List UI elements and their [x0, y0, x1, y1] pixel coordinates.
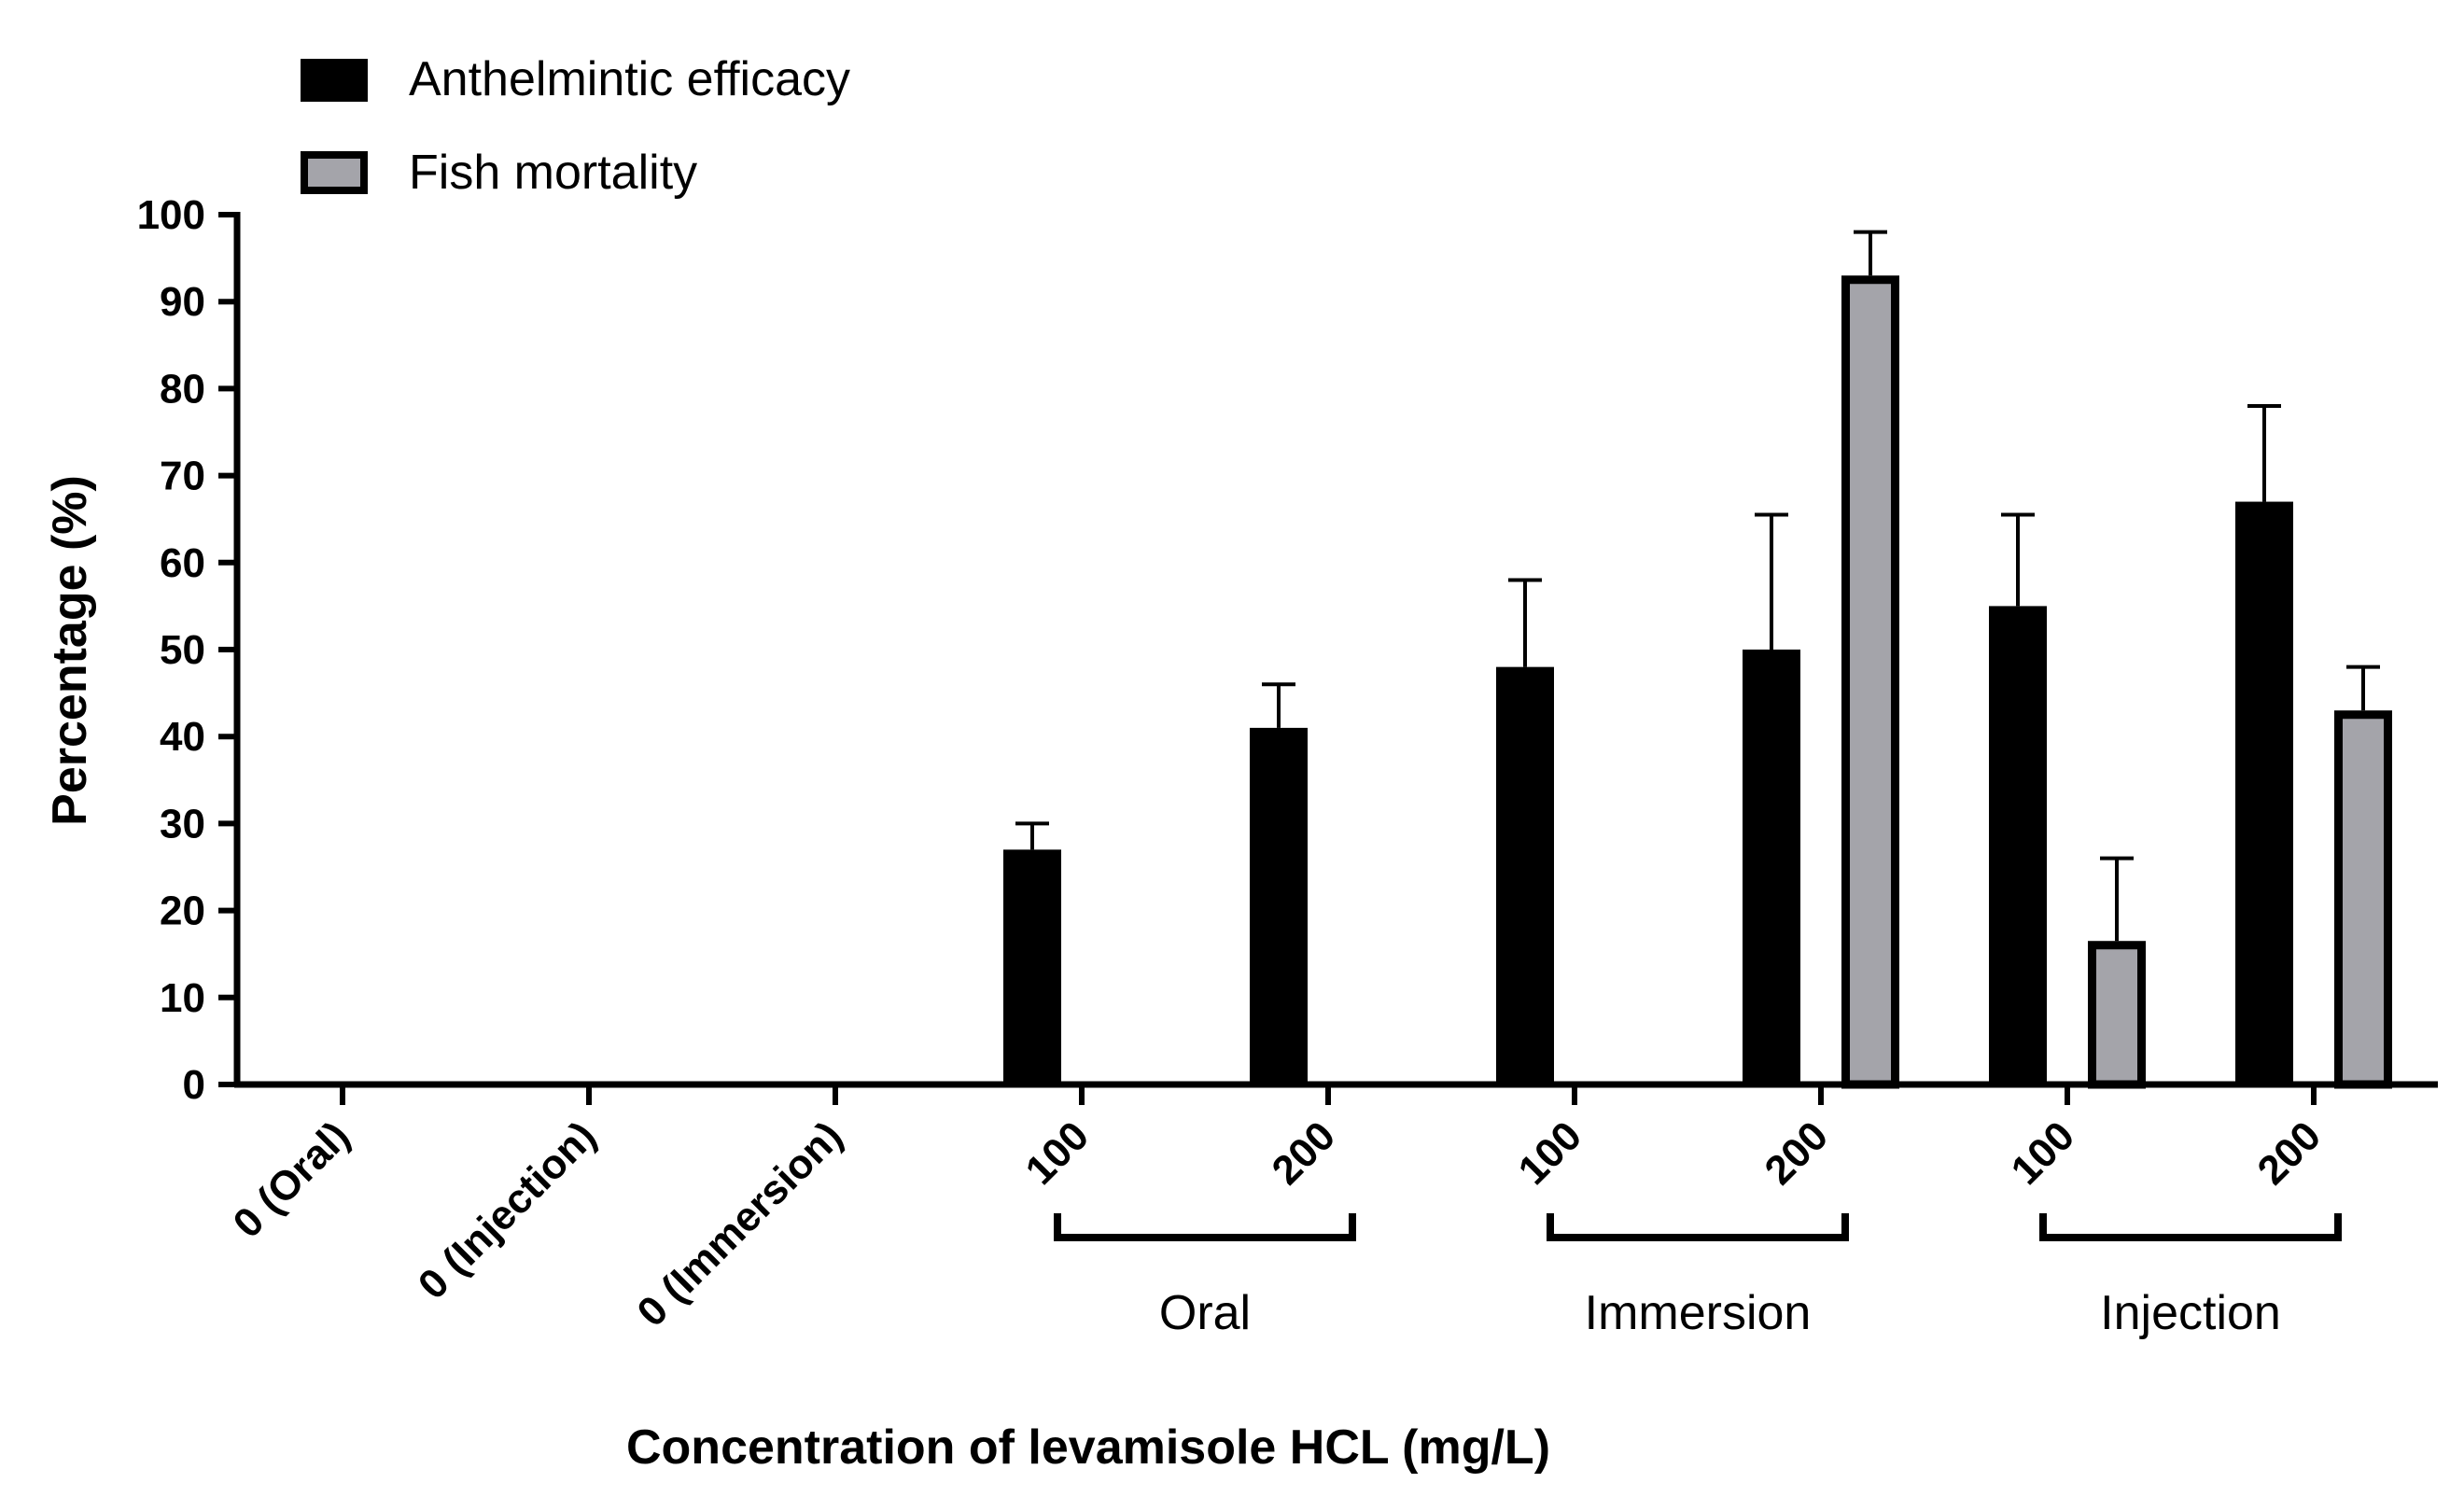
bar-anthelmintic-efficacy	[1989, 606, 2047, 1084]
y-tick-label: 50	[160, 627, 205, 673]
legend-label-fish-mortality: Fish mortality	[409, 146, 697, 200]
x-tick-label: 100	[1017, 1112, 1099, 1194]
y-tick-label: 80	[160, 366, 205, 412]
bar-anthelmintic-efficacy	[1250, 727, 1308, 1084]
group-label: Injection	[2100, 1286, 2281, 1340]
y-tick-label: 0	[183, 1062, 205, 1108]
y-tick-label: 10	[160, 975, 205, 1021]
group-label: Oral	[1159, 1286, 1251, 1340]
group-bracket	[1054, 1213, 1356, 1241]
y-tick-label: 100	[137, 192, 205, 238]
legend-label-anthelmintic-efficacy: Anthelmintic efficacy	[409, 52, 850, 106]
y-tick-label: 90	[160, 279, 205, 325]
x-tick-label: 0 (Injection)	[410, 1112, 605, 1308]
y-tick-label: 60	[160, 540, 205, 586]
x-tick-label: 100	[2003, 1112, 2084, 1194]
y-tick-label: 70	[160, 454, 205, 499]
bar-anthelmintic-efficacy	[1743, 650, 1800, 1084]
bar-anthelmintic-efficacy	[1496, 666, 1554, 1084]
x-tick-label: 200	[1757, 1112, 1838, 1194]
group-label: Immersion	[1585, 1286, 1812, 1340]
x-tick-label: 200	[1264, 1112, 1345, 1194]
group-brackets: Oral Immersion Injection	[1054, 1213, 2342, 1340]
bar-fish-mortality	[2334, 710, 2392, 1089]
y-axis-ticks: 0 10 20 30 40 50 60 70 80 90 100	[137, 192, 237, 1108]
y-tick-label: 20	[160, 888, 205, 934]
legend-swatch-fish-mortality	[301, 151, 368, 194]
x-tick-label: 0 (Immersion)	[628, 1112, 851, 1336]
x-axis-title: Concentration of levamisole HCL (mg/L)	[626, 1420, 1550, 1475]
y-tick-label: 40	[160, 714, 205, 760]
bars	[1003, 275, 2392, 1089]
axes	[233, 212, 2438, 1088]
x-tick-label: 0 (Oral)	[224, 1112, 358, 1247]
bar-anthelmintic-efficacy	[1003, 849, 1061, 1084]
x-tick-label: 200	[2249, 1112, 2331, 1194]
legend-swatch-anthelmintic-efficacy	[301, 59, 368, 102]
legend: Anthelmintic efficacy Fish mortality	[301, 52, 850, 200]
error-bars	[1015, 230, 2380, 942]
x-axis-ticks: 0 (Oral) 0 (Injection) 0 (Immersion) 100 200…	[224, 1084, 2330, 1336]
group-bracket	[1547, 1213, 1849, 1241]
bar-anthelmintic-efficacy	[2235, 501, 2293, 1084]
bar-fish-mortality	[1841, 275, 1899, 1089]
group-bracket	[2039, 1213, 2342, 1241]
y-tick-label: 30	[160, 801, 205, 846]
bar-fish-mortality	[2088, 941, 2146, 1089]
y-axis-title: Percentage (%)	[43, 475, 97, 826]
x-tick-label: 100	[1510, 1112, 1591, 1194]
